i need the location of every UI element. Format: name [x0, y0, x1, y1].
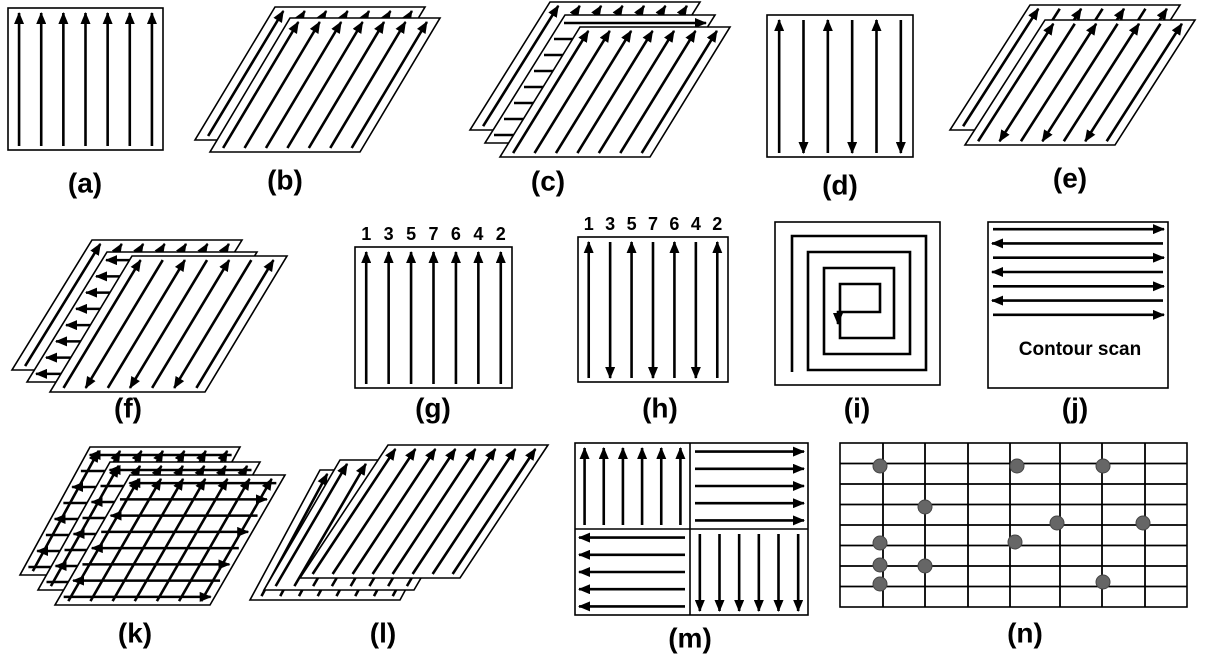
scan-arrow [311, 448, 397, 575]
melt-spot [872, 557, 888, 573]
scan-arrow [411, 448, 497, 575]
panel-label: (d) [822, 169, 858, 200]
scan-order-number: 7 [428, 224, 438, 244]
scan-arrow [128, 259, 209, 389]
panel-label: (c) [531, 165, 565, 196]
scan-order-number: 4 [691, 214, 701, 234]
panel-label: (j) [1062, 392, 1088, 423]
scan-arrow [286, 21, 364, 149]
melt-spot [1135, 515, 1151, 531]
panel-label: (m) [668, 622, 712, 653]
panel-label: (i) [844, 392, 870, 423]
scan-order-number: 4 [473, 224, 483, 244]
melt-spot [1095, 458, 1111, 474]
scan-order-number: 6 [669, 214, 679, 234]
scan-arrow [533, 30, 611, 154]
scan-arrow [274, 463, 349, 587]
scan-order-number: 7 [648, 214, 658, 234]
panel-label: (n) [1007, 617, 1043, 648]
scan-arrow [221, 21, 300, 149]
scan-order-number: 2 [496, 224, 506, 244]
scan-order-number: 5 [406, 224, 416, 244]
scan-order-number: 5 [627, 214, 637, 234]
scan-order-number: 1 [584, 214, 594, 234]
scan-order-number: 3 [384, 224, 394, 244]
layer-frame [766, 14, 914, 158]
melt-spot [917, 499, 933, 515]
scan-arrow [351, 448, 437, 575]
panel-label: (k) [118, 617, 152, 648]
panel-label: (l) [370, 617, 396, 648]
panel-label: (b) [267, 164, 303, 195]
panel-label: (h) [642, 392, 678, 423]
scan-arrow [150, 259, 231, 389]
scan-arrow [554, 30, 633, 154]
contour-text: Contour scan [1019, 339, 1141, 360]
layer [298, 444, 550, 579]
melt-spot [872, 535, 888, 551]
scan-arrow [640, 30, 718, 154]
panel-label: (f) [114, 392, 142, 423]
melt-spot [1009, 458, 1025, 474]
scan-arrow [350, 21, 429, 149]
scan-arrow [451, 448, 537, 575]
scan-arrow [998, 23, 1076, 143]
scan-arrow [391, 448, 477, 575]
scan-arrow [106, 259, 187, 389]
scan-arrow [619, 30, 697, 154]
scan-arrow [329, 21, 407, 149]
scan-arrow [576, 30, 654, 154]
scan-arrow [1062, 22, 1141, 142]
scan-arrow [264, 21, 343, 149]
melt-spot [1049, 515, 1065, 531]
scan-order-number: 2 [712, 214, 722, 234]
scan-arrow [62, 259, 142, 389]
scan-arrow [1084, 23, 1162, 143]
melt-spot [917, 558, 933, 574]
scan-arrow [371, 448, 457, 575]
scan-order-number: 6 [451, 224, 461, 244]
scan-arrow [597, 30, 676, 154]
scan-arrow [512, 30, 590, 154]
scan-order-number: 1 [361, 224, 371, 244]
melt-spot [1095, 574, 1111, 590]
scan-arrow [307, 21, 386, 149]
scan-arrow [24, 243, 102, 367]
scan-arrow [331, 448, 417, 575]
scan-arrow [207, 10, 285, 137]
scan-arrow [243, 21, 321, 149]
scan-arrow [195, 259, 275, 389]
layer-frame [987, 221, 1169, 389]
panel-label: (e) [1053, 162, 1087, 193]
scan-arrow [293, 463, 367, 587]
scan-arrow [1105, 22, 1183, 142]
scan-arrow [84, 259, 164, 389]
layer-frame [774, 221, 941, 386]
melt-spot [872, 458, 888, 474]
scan-arrow [1041, 23, 1119, 143]
panel-label: (a) [68, 167, 102, 198]
panel-label: (g) [415, 392, 451, 423]
scan-arrow [482, 4, 560, 127]
scan-arrow [962, 7, 1040, 127]
melt-spot [872, 576, 888, 592]
spiral-path [790, 234, 928, 372]
scan-arrow [977, 22, 1055, 142]
scan-arrow [173, 259, 253, 389]
melt-spot [1007, 534, 1023, 550]
scan-order-number: 3 [605, 214, 615, 234]
scan-arrow [431, 448, 517, 575]
scan-arrow [1019, 22, 1098, 142]
